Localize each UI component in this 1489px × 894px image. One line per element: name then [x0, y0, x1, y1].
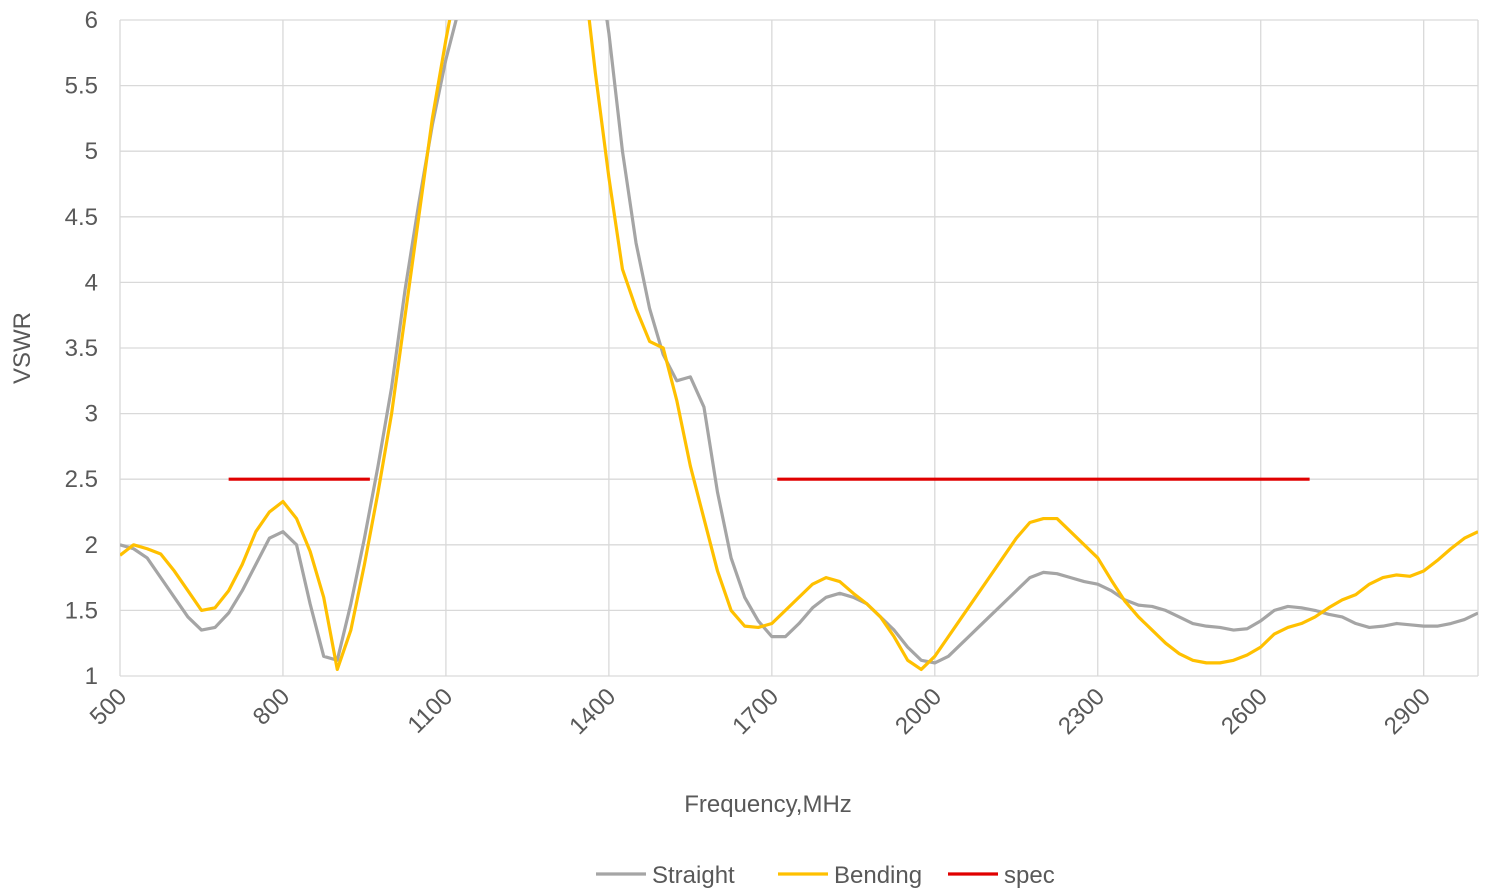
y-axis-title: VSWR — [9, 312, 36, 384]
legend-label: spec — [1004, 862, 1055, 889]
series-line — [120, 20, 1478, 672]
series-line — [120, 20, 1478, 665]
legend-label: Bending — [834, 862, 922, 889]
x-tick-label: 1400 — [564, 683, 621, 740]
x-tick-label: 2300 — [1053, 683, 1110, 740]
x-tick-label: 1700 — [727, 683, 784, 740]
y-tick-label: 4.5 — [65, 204, 98, 231]
legend-label: Straight — [652, 862, 735, 889]
x-tick-label: 800 — [248, 683, 295, 730]
y-tick-label: 4 — [85, 269, 98, 296]
x-tick-label: 2900 — [1379, 683, 1436, 740]
y-tick-label: 1.5 — [65, 597, 98, 624]
x-tick-label: 500 — [85, 683, 132, 730]
y-tick-label: 5.5 — [65, 73, 98, 100]
y-tick-label: 3.5 — [65, 335, 98, 362]
y-tick-label: 6 — [85, 7, 98, 34]
y-tick-label: 3 — [85, 401, 98, 428]
x-tick-label: 1100 — [403, 683, 459, 739]
y-tick-label: 5 — [85, 138, 98, 165]
y-tick-label: 2.5 — [65, 466, 98, 493]
x-tick-label: 2000 — [890, 683, 947, 740]
x-axis-title: Frequency,MHz — [684, 791, 852, 818]
x-tick-label: 2600 — [1216, 683, 1273, 740]
y-tick-label: 2 — [85, 532, 98, 559]
y-tick-label: 1 — [85, 663, 98, 690]
plot-lines — [120, 20, 1478, 672]
